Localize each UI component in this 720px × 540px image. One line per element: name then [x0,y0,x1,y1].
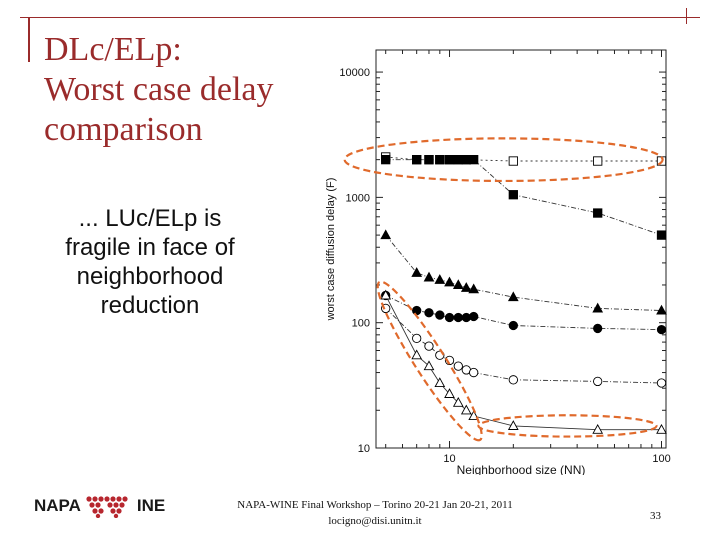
data-point-series-5 [508,375,518,385]
data-point-series-2 [508,190,518,200]
plot-frame [375,49,667,449]
data-point-series-6 [507,420,519,430]
x-tick-label: 10 [443,453,455,465]
data-point-series-2 [469,155,479,165]
data-point-series-6 [460,404,472,415]
page-number: 33 [650,510,661,522]
data-point-series-5 [593,376,603,387]
data-point-series-5 [656,378,667,388]
series-line-2 [385,159,662,236]
data-point-series-4 [453,312,463,323]
y-axis-label: worst case diffusion delay (F) [325,178,337,322]
highlight-left [376,280,483,442]
title-line-3: comparison [44,111,203,148]
slide-title: DLc/ELp: Worst case delay comparison [44,30,344,150]
data-point-series-3 [592,302,604,313]
title-line-1: DLc/ELp: [44,31,182,68]
data-point-series-5 [412,333,422,343]
data-point-series-4 [593,323,603,334]
data-point-series-3 [411,267,423,277]
data-point-series-5 [469,367,479,378]
data-point-series-1 [508,156,518,166]
data-point-series-6 [411,349,423,360]
data-point-series-4 [469,311,479,322]
series-line-3 [385,234,662,311]
data-point-series-4 [412,305,422,316]
data-point-series-3 [444,276,455,287]
data-point-series-3 [452,279,464,290]
data-point-series-6 [444,388,455,398]
highlight-bottom-right [477,414,658,438]
data-point-series-2 [381,155,391,165]
data-point-series-5 [424,341,434,351]
data-point-series-4 [508,320,518,331]
data-point-series-6 [380,289,392,300]
data-point-series-3 [468,283,480,294]
subtitle-line-1: ... LUc/ELp is [78,205,222,232]
data-point-series-6 [592,423,604,434]
data-point-series-4 [424,308,434,318]
data-point-series-6 [468,410,480,421]
corner-tick-right [686,8,687,24]
data-point-series-2 [424,155,434,165]
logo-text-right: INE [136,496,166,515]
footer-line-1: NAPA-WINE Final Workshop – Torino 20-21 … [237,499,513,511]
data-point-series-2 [656,230,667,240]
data-point-series-4 [656,324,667,335]
y-tick-label: 1000 [346,192,370,204]
x-tick-label: 100 [652,453,670,465]
data-point-series-4 [444,312,455,323]
y-tick-label: 10 [358,443,370,455]
data-point-series-1 [593,156,603,166]
highlight-top [343,137,664,183]
data-point-series-3 [460,282,472,292]
data-point-series-2 [435,155,445,165]
data-point-series-3 [656,304,667,315]
subtitle-line-4: reduction [100,292,200,319]
napa-wine-logo: NAPA INE [34,494,165,518]
y-tick-label: 10000 [339,67,370,79]
slide-subtitle: ... LUc/ELp is fragile in face of neighb… [30,204,270,320]
subtitle-line-3: neighborhood [76,263,224,290]
data-point-series-3 [434,274,446,284]
corner-line-vertical [28,18,30,62]
data-point-series-4 [435,310,445,320]
wine-glass-icon [86,496,128,518]
data-point-series-2 [593,208,603,218]
subtitle-line-2: fragile in face of [65,234,235,261]
data-point-series-5 [453,361,463,371]
logo-text-left: NAPA [34,496,81,515]
data-point-series-6 [656,423,667,434]
data-point-series-3 [507,291,519,302]
data-point-series-6 [434,377,446,388]
data-point-series-6 [423,360,435,371]
data-point-series-3 [380,229,392,240]
data-point-series-6 [452,396,464,407]
corner-line-horizontal [20,17,700,18]
title-line-2: Worst case delay [44,71,274,108]
data-point-series-2 [453,155,463,165]
footer-line-2: locigno@disi.unitn.it [328,515,422,527]
data-point-series-2 [412,155,422,165]
y-tick-label: 100 [352,318,370,330]
delay-chart: 10 100 1000 10000 10 100 Neighborhood size (NN… [325,49,671,475]
data-point-series-3 [423,271,435,282]
footer: NAPA-WINE Final Workshop – Torino 20-21 … [205,497,545,529]
data-point-series-2 [444,155,455,165]
x-axis-label: Neighborhood size (NN) [457,463,586,475]
